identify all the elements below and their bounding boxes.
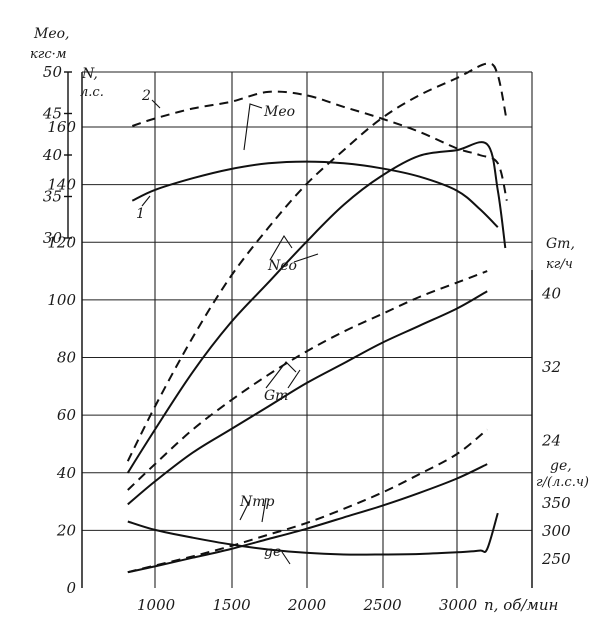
power-tick-60: 60 bbox=[57, 406, 77, 424]
power-tick-100: 100 bbox=[47, 291, 76, 309]
power-curve-2 bbox=[126, 62, 508, 462]
grid bbox=[81, 71, 533, 588]
power-curve-1 bbox=[126, 141, 507, 474]
power-tick-0: 0 bbox=[66, 579, 76, 597]
annotation-power: Nео bbox=[267, 258, 297, 274]
x-axis-label: n, об/мин bbox=[484, 596, 558, 614]
annotation-fuel: Gт bbox=[264, 388, 288, 404]
fuel-axis-unit: кг/ч bbox=[546, 257, 573, 272]
fuel-tick-24: 24 bbox=[541, 432, 561, 450]
torque-tick-50: 50 bbox=[43, 63, 63, 81]
sfc-tick-labels: 250 300 350 bbox=[541, 494, 571, 568]
x-tick-2000: 2000 bbox=[287, 596, 327, 614]
leader-line-4 bbox=[293, 253, 319, 263]
sfc-tick-350: 350 bbox=[542, 494, 571, 512]
x-tick-3000: 3000 bbox=[439, 596, 478, 614]
leader-line-6 bbox=[287, 369, 301, 389]
leader-line-0 bbox=[151, 99, 161, 109]
annotation-torque: Mео bbox=[263, 104, 295, 120]
torque-tick-45: 45 bbox=[42, 105, 62, 123]
leader-line-8 bbox=[261, 497, 267, 523]
torque-tick-40: 40 bbox=[42, 146, 63, 164]
torque-axis-title: Mео, bbox=[33, 26, 70, 42]
leader-lines bbox=[141, 99, 319, 565]
torque-curve-2 bbox=[131, 90, 508, 201]
annotation-sfc: gе bbox=[264, 544, 281, 560]
leader-line-5 bbox=[265, 361, 297, 389]
friction-curve-1 bbox=[127, 463, 488, 574]
annotation-1: 1 bbox=[136, 206, 145, 222]
leader-line-2 bbox=[243, 103, 263, 151]
power-tick-20: 20 bbox=[56, 521, 77, 539]
leader-line-3 bbox=[269, 234, 293, 261]
sfc-tick-300: 300 bbox=[542, 522, 571, 540]
leader-line-9 bbox=[281, 551, 291, 565]
friction-curve-2 bbox=[127, 428, 488, 574]
annotation-2: 2 bbox=[141, 88, 151, 104]
leader-line-1 bbox=[141, 195, 151, 207]
x-tick-labels: 1000 1500 2000 2500 3000 bbox=[137, 596, 478, 614]
torque-tick-labels: 30 35 40 45 50 bbox=[42, 63, 72, 247]
power-tick-160: 160 bbox=[47, 118, 76, 136]
x-tick-2500: 2500 bbox=[363, 596, 403, 614]
torque-tick-35: 35 bbox=[43, 188, 62, 206]
x-tick-1500: 1500 bbox=[213, 596, 252, 614]
torque-curve-1 bbox=[131, 160, 499, 228]
sfc-curve bbox=[127, 512, 499, 556]
sfc-tick-250: 250 bbox=[541, 550, 571, 568]
fuel-tick-32: 32 bbox=[542, 358, 561, 376]
power-axis-unit: л.с. bbox=[80, 85, 104, 100]
x-tick-1000: 1000 bbox=[137, 596, 176, 614]
sfc-axis-title: ge, bbox=[550, 458, 572, 474]
torque-axis-unit: кгс·м bbox=[30, 47, 67, 62]
annotation-friction: Nтр bbox=[239, 494, 275, 510]
fuel-curve-1 bbox=[127, 290, 488, 506]
power-tick-140: 140 bbox=[47, 176, 76, 194]
leader-line-7 bbox=[239, 499, 251, 521]
power-tick-80: 80 bbox=[57, 349, 77, 367]
sfc-axis-unit: г/(л.с.ч) bbox=[536, 475, 589, 490]
fuel-tick-labels: 24 32 40 bbox=[541, 284, 562, 449]
curves bbox=[126, 62, 508, 574]
power-axis-title: N, bbox=[81, 66, 98, 82]
fuel-curve-2 bbox=[127, 270, 488, 491]
power-tick-40: 40 bbox=[56, 464, 77, 482]
fuel-axis-title: Gт, bbox=[546, 236, 575, 252]
torque-tick-30: 30 bbox=[43, 229, 63, 247]
fuel-tick-40: 40 bbox=[541, 284, 562, 302]
